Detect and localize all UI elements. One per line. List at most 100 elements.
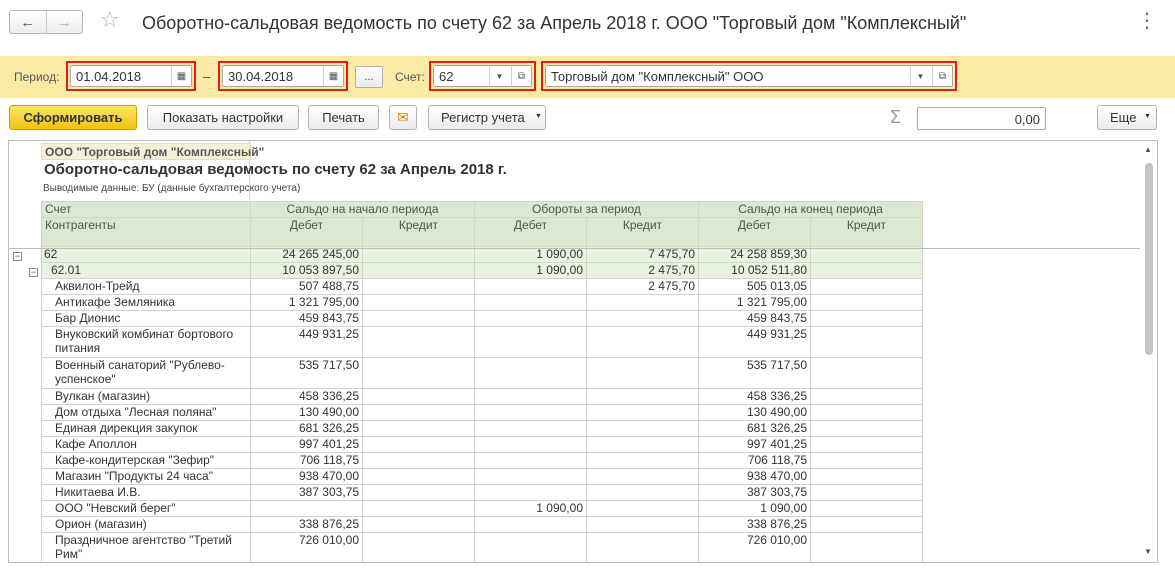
cell-name[interactable]: Единая дирекция закупок <box>41 420 251 437</box>
cell-turnover-debit[interactable] <box>474 388 587 405</box>
cell-closing-credit[interactable] <box>810 357 923 389</box>
cell-closing-credit[interactable] <box>810 326 923 358</box>
cell-closing-debit[interactable]: 387 303,75 <box>698 484 811 501</box>
cell-name[interactable]: 62 <box>41 246 251 263</box>
account-row[interactable]: 62 24 265 245,00 1 090,00 7 475,70 24 258 85… <box>41 246 923 263</box>
cell-closing-debit[interactable]: 1 090,00 <box>698 500 811 517</box>
cell-closing-credit[interactable] <box>810 484 923 501</box>
cell-closing-debit[interactable]: 10 052 511,80 <box>698 262 811 279</box>
cell-closing-debit[interactable]: 338 876,25 <box>698 516 811 533</box>
cell-closing-debit[interactable]: 938 470,00 <box>698 468 811 485</box>
cell-opening-credit[interactable] <box>362 484 475 501</box>
cell-opening-debit[interactable]: 706 118,75 <box>250 452 363 469</box>
show-settings-button[interactable]: Показать настройки <box>147 105 299 130</box>
more-actions-icon[interactable]: ⋮ <box>1137 10 1157 32</box>
cell-opening-debit[interactable] <box>250 500 363 517</box>
scroll-down-icon[interactable]: ▼ <box>1144 547 1152 556</box>
open-icon[interactable]: ⧉ <box>932 66 952 86</box>
cell-name[interactable]: Вулкан (магазин) <box>41 388 251 405</box>
counterparty-row[interactable]: Вулкан (магазин) 458 336,25 458 336,25 <box>41 388 923 405</box>
cell-turnover-debit[interactable] <box>474 404 587 421</box>
cell-opening-credit[interactable] <box>362 452 475 469</box>
cell-turnover-credit[interactable]: 2 475,70 <box>586 262 699 279</box>
cell-name[interactable]: Никитаева И.В. <box>41 484 251 501</box>
cell-closing-debit[interactable]: 681 326,25 <box>698 420 811 437</box>
date-to-field[interactable]: 30.04.2018 ▦ <box>222 65 344 87</box>
counterparty-row[interactable]: Кафе-кондитерская "Зефир" 706 118,75 706 1… <box>41 452 923 469</box>
cell-turnover-debit[interactable] <box>474 468 587 485</box>
counterparty-row[interactable]: Кафе Аполлон 997 401,25 997 401,25 <box>41 436 923 453</box>
cell-opening-credit[interactable] <box>362 500 475 517</box>
cell-closing-credit[interactable] <box>810 500 923 517</box>
cell-name[interactable]: Внуковский комбинат бортового питания <box>41 326 251 358</box>
cell-turnover-debit[interactable]: 1 090,00 <box>474 262 587 279</box>
scroll-up-icon[interactable]: ▲ <box>1144 145 1152 154</box>
cell-closing-debit[interactable]: 449 931,25 <box>698 326 811 358</box>
cell-closing-credit[interactable] <box>810 516 923 533</box>
cell-opening-credit[interactable] <box>362 310 475 327</box>
cell-opening-debit[interactable]: 130 490,00 <box>250 404 363 421</box>
account-select[interactable]: 62 ▼ ⧉ <box>433 65 532 87</box>
cell-turnover-credit[interactable] <box>586 436 699 453</box>
register-dropdown-button[interactable]: Регистр учета ▼ <box>428 105 546 130</box>
cell-opening-credit[interactable] <box>362 516 475 533</box>
counterparty-row[interactable]: Орион (магазин) 338 876,25 338 876,25 <box>41 516 923 533</box>
cell-turnover-credit[interactable] <box>586 500 699 517</box>
cell-name[interactable]: 62.01 <box>41 262 251 279</box>
cell-opening-debit[interactable]: 1 321 795,00 <box>250 294 363 311</box>
cell-turnover-credit[interactable] <box>586 294 699 311</box>
cell-turnover-credit[interactable] <box>586 404 699 421</box>
cell-opening-debit[interactable]: 458 336,25 <box>250 388 363 405</box>
cell-closing-debit[interactable]: 726 010,00 <box>698 532 811 562</box>
cell-closing-credit[interactable] <box>810 294 923 311</box>
cell-closing-debit[interactable]: 1 321 795,00 <box>698 294 811 311</box>
cell-closing-credit[interactable] <box>810 262 923 279</box>
cell-closing-credit[interactable] <box>810 436 923 453</box>
cell-turnover-credit[interactable]: 7 475,70 <box>586 246 699 263</box>
cell-opening-credit[interactable] <box>362 294 475 311</box>
chevron-down-icon[interactable]: ▼ <box>489 66 509 86</box>
cell-turnover-debit[interactable] <box>474 436 587 453</box>
cell-opening-debit[interactable]: 726 010,00 <box>250 532 363 562</box>
cell-name[interactable]: ООО "Невский берег" <box>41 500 251 517</box>
cell-opening-credit[interactable] <box>362 357 475 389</box>
cell-name[interactable]: Дом отдыха "Лесная поляна" <box>41 404 251 421</box>
cell-turnover-debit[interactable] <box>474 484 587 501</box>
cell-turnover-credit[interactable] <box>586 388 699 405</box>
cell-opening-debit[interactable]: 938 470,00 <box>250 468 363 485</box>
cell-opening-debit[interactable]: 338 876,25 <box>250 516 363 533</box>
cell-turnover-credit[interactable] <box>586 326 699 358</box>
cell-opening-debit[interactable]: 507 488,75 <box>250 278 363 295</box>
forward-button[interactable]: → <box>45 11 83 33</box>
cell-opening-debit[interactable]: 681 326,25 <box>250 420 363 437</box>
report-area[interactable]: ООО "Торговый дом "Комплексный" Оборотно… <box>8 140 1158 563</box>
cell-opening-debit[interactable]: 449 931,25 <box>250 326 363 358</box>
cell-closing-credit[interactable] <box>810 468 923 485</box>
cell-closing-debit[interactable]: 997 401,25 <box>698 436 811 453</box>
cell-opening-credit[interactable] <box>362 404 475 421</box>
cell-turnover-debit[interactable] <box>474 278 587 295</box>
open-icon[interactable]: ⧉ <box>511 66 531 86</box>
cell-turnover-credit[interactable] <box>586 532 699 562</box>
calendar-icon[interactable]: ▦ <box>323 66 343 86</box>
cell-closing-credit[interactable] <box>810 420 923 437</box>
counterparty-row[interactable]: Никитаева И.В. 387 303,75 387 303,75 <box>41 484 923 501</box>
cell-name[interactable]: Орион (магазин) <box>41 516 251 533</box>
cell-opening-credit[interactable] <box>362 326 475 358</box>
counterparty-row[interactable]: Внуковский комбинат бортового питания 449… <box>41 326 923 358</box>
print-button[interactable]: Печать <box>308 105 379 130</box>
cell-closing-debit[interactable]: 458 336,25 <box>698 388 811 405</box>
counterparty-row[interactable]: Магазин "Продукты 24 часа" 938 470,00 938 … <box>41 468 923 485</box>
cell-opening-credit[interactable] <box>362 388 475 405</box>
cell-opening-debit[interactable]: 535 717,50 <box>250 357 363 389</box>
cell-name[interactable]: Кафе Аполлон <box>41 436 251 453</box>
vertical-scrollbar[interactable]: ▲ ▼ <box>1141 141 1157 562</box>
cell-closing-debit[interactable]: 535 717,50 <box>698 357 811 389</box>
cell-closing-credit[interactable] <box>810 532 923 562</box>
cell-opening-credit[interactable] <box>362 420 475 437</box>
cell-opening-debit[interactable]: 24 265 245,00 <box>250 246 363 263</box>
generate-button[interactable]: Сформировать <box>9 105 137 130</box>
cell-opening-credit[interactable] <box>362 262 475 279</box>
cell-opening-credit[interactable] <box>362 278 475 295</box>
cell-turnover-debit[interactable] <box>474 357 587 389</box>
